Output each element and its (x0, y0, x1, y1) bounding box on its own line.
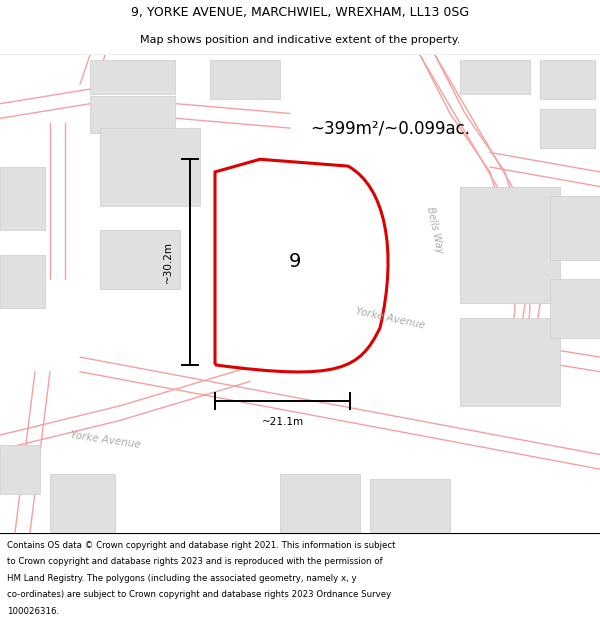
Text: 100026316.: 100026316. (7, 607, 59, 616)
Bar (460, 186, 560, 304)
Text: Map shows position and indicative extent of the property.: Map shows position and indicative extent… (140, 34, 460, 44)
Bar (90, 96, 175, 133)
Text: ~30.2m: ~30.2m (163, 241, 173, 283)
Bar (540, 109, 595, 148)
Bar (100, 231, 180, 289)
Text: 9: 9 (289, 252, 301, 271)
Text: to Crown copyright and database rights 2023 and is reproduced with the permissio: to Crown copyright and database rights 2… (7, 558, 383, 566)
Text: HM Land Registry. The polygons (including the associated geometry, namely x, y: HM Land Registry. The polygons (includin… (7, 574, 357, 582)
Bar (50, 474, 115, 532)
Text: Yorke Avenue: Yorke Avenue (69, 430, 141, 450)
Text: Contains OS data © Crown copyright and database right 2021. This information is : Contains OS data © Crown copyright and d… (7, 541, 396, 550)
PathPatch shape (215, 159, 388, 372)
Bar (280, 474, 360, 532)
Text: Bells Way: Bells Way (425, 206, 445, 254)
Text: co-ordinates) are subject to Crown copyright and database rights 2023 Ordnance S: co-ordinates) are subject to Crown copyr… (7, 590, 391, 599)
Bar (550, 196, 600, 259)
Bar (90, 60, 175, 94)
Bar (370, 479, 450, 532)
Bar (0, 445, 40, 494)
Text: Yorke Avenue: Yorke Avenue (355, 306, 425, 331)
Bar (210, 60, 280, 99)
Bar (100, 128, 200, 206)
Text: ~21.1m: ~21.1m (262, 418, 304, 428)
Bar (230, 208, 345, 320)
Bar (460, 60, 530, 94)
Bar (0, 167, 45, 231)
Bar (460, 318, 560, 406)
Bar (540, 60, 595, 99)
Text: ~399m²/~0.099ac.: ~399m²/~0.099ac. (310, 119, 470, 137)
Bar (550, 279, 600, 338)
Text: 9, YORKE AVENUE, MARCHWIEL, WREXHAM, LL13 0SG: 9, YORKE AVENUE, MARCHWIEL, WREXHAM, LL1… (131, 6, 469, 19)
Bar (0, 255, 45, 308)
